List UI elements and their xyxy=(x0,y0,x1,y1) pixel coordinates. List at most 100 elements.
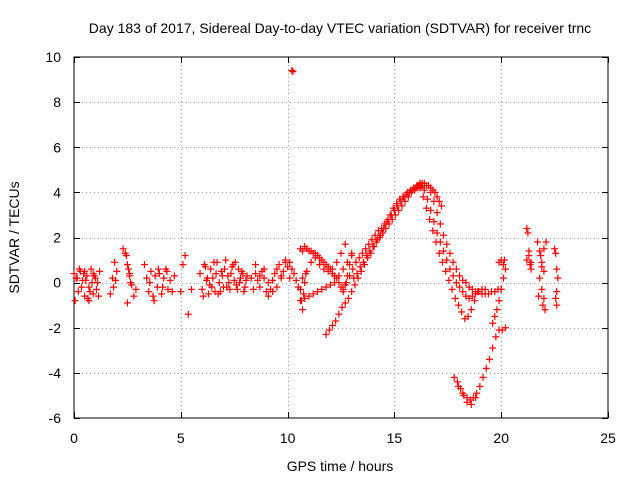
data-point xyxy=(436,238,444,246)
data-point xyxy=(307,258,315,266)
data-point xyxy=(199,292,207,300)
data-point xyxy=(454,382,462,390)
data-point xyxy=(476,382,484,390)
data-point xyxy=(243,272,251,280)
data-point xyxy=(379,229,387,237)
data-point xyxy=(440,231,448,239)
data-point xyxy=(212,270,220,278)
data-point xyxy=(489,344,497,352)
data-point xyxy=(464,312,472,320)
data-point xyxy=(527,265,535,273)
data-point xyxy=(74,288,82,296)
data-point xyxy=(256,272,264,280)
x-tick-label: 25 xyxy=(600,430,616,446)
data-point xyxy=(458,308,466,316)
data-point xyxy=(363,252,371,260)
data-point xyxy=(453,378,461,386)
data-point xyxy=(456,272,464,280)
data-point xyxy=(362,245,370,253)
data-point xyxy=(368,236,376,244)
data-point xyxy=(210,258,218,266)
data-point xyxy=(459,288,467,296)
data-point xyxy=(482,364,490,372)
data-point xyxy=(150,297,158,305)
data-point xyxy=(536,274,544,282)
data-point xyxy=(288,265,296,273)
data-point xyxy=(523,256,531,264)
data-point xyxy=(333,258,341,266)
data-point xyxy=(551,245,559,253)
x-tick-label: 10 xyxy=(280,430,296,446)
data-point xyxy=(82,276,90,284)
data-point xyxy=(237,274,245,282)
data-point xyxy=(286,274,294,282)
data-point xyxy=(446,265,454,273)
data-point xyxy=(355,254,363,262)
data-point xyxy=(497,285,505,293)
data-point xyxy=(231,258,239,266)
data-point xyxy=(467,400,475,408)
data-point xyxy=(539,301,547,309)
data-point xyxy=(296,285,304,293)
data-point xyxy=(371,231,379,239)
data-point xyxy=(163,267,171,275)
data-point xyxy=(158,290,166,298)
y-tick-label: 4 xyxy=(53,184,61,200)
data-point xyxy=(96,267,104,275)
data-point xyxy=(552,294,560,302)
chart-title: Day 183 of 2017, Sidereal Day-to-day VTE… xyxy=(89,20,591,36)
data-point xyxy=(430,197,438,205)
data-point xyxy=(155,270,163,278)
data-point xyxy=(123,261,131,269)
data-series xyxy=(70,67,562,408)
data-point xyxy=(87,265,95,273)
data-point xyxy=(440,247,448,255)
data-point xyxy=(299,306,307,314)
data-point xyxy=(81,267,89,275)
data-point xyxy=(353,270,361,278)
data-point xyxy=(523,224,531,232)
data-point xyxy=(449,272,457,280)
y-tick-label: 2 xyxy=(53,230,61,246)
data-point xyxy=(316,261,324,269)
data-point xyxy=(221,265,229,273)
data-point xyxy=(95,292,103,300)
data-point xyxy=(145,288,153,296)
data-point xyxy=(463,398,471,406)
data-point xyxy=(422,204,430,212)
data-point xyxy=(168,288,176,296)
data-point xyxy=(254,276,262,284)
data-point xyxy=(332,317,340,325)
ticks: 0 5 10 15 20 25 -6 -4 -2 0 2 4 6 8 10 xyxy=(45,49,616,446)
data-point xyxy=(296,297,304,305)
data-point xyxy=(401,197,409,205)
data-point xyxy=(349,265,357,273)
data-point xyxy=(335,310,343,318)
data-point xyxy=(273,283,281,291)
grid xyxy=(74,57,608,418)
data-point xyxy=(271,270,279,278)
data-point xyxy=(346,272,354,280)
data-point xyxy=(328,321,336,329)
data-point xyxy=(264,279,272,287)
data-point xyxy=(339,265,347,273)
data-point xyxy=(372,238,380,246)
data-point xyxy=(119,245,127,253)
data-point xyxy=(495,297,503,305)
data-point xyxy=(77,283,85,291)
x-tick-label: 15 xyxy=(387,430,403,446)
data-point xyxy=(456,283,464,291)
data-point xyxy=(166,276,174,284)
data-point xyxy=(132,285,140,293)
data-point xyxy=(299,247,307,255)
data-point xyxy=(385,220,393,228)
data-point xyxy=(256,283,264,291)
data-point xyxy=(196,270,204,278)
data-point xyxy=(343,258,351,266)
data-point xyxy=(252,261,260,269)
data-point xyxy=(536,247,544,255)
y-tick-label: -4 xyxy=(49,365,62,381)
data-point xyxy=(215,279,223,287)
data-point xyxy=(112,276,120,284)
